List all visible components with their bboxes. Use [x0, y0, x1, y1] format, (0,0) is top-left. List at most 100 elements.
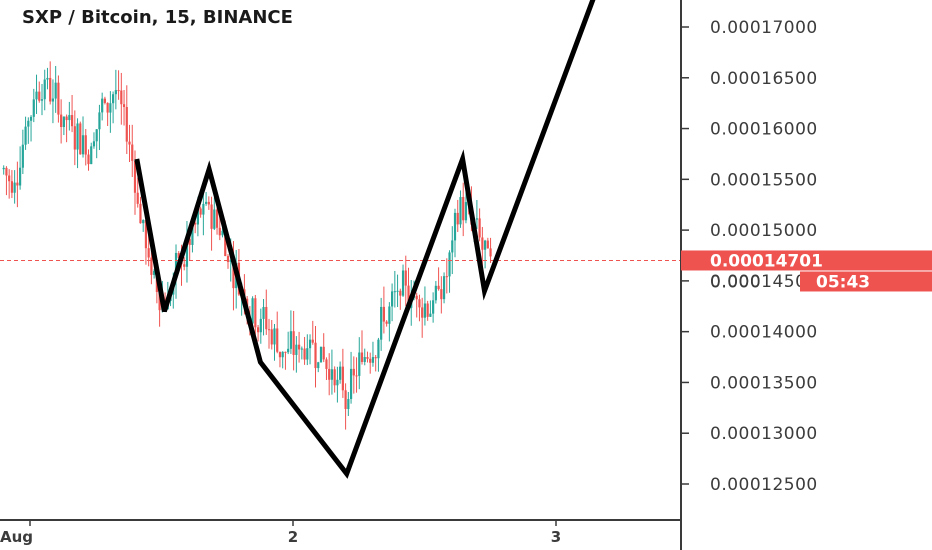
candle-body — [341, 366, 344, 391]
candle-body — [440, 289, 443, 300]
candle-body — [112, 94, 115, 104]
candle-body — [486, 240, 489, 249]
candle-body — [194, 222, 197, 225]
time-tick-label: 2 — [288, 528, 298, 546]
candle-body — [10, 181, 14, 193]
candle-body — [308, 339, 312, 349]
candle-body — [336, 379, 339, 386]
candle-body — [54, 82, 57, 99]
candle-body — [349, 368, 353, 400]
candle-body — [265, 306, 268, 330]
candle-body — [306, 348, 309, 360]
candle-body — [303, 348, 306, 360]
candle-body — [415, 295, 418, 300]
candle-body — [35, 91, 38, 100]
candle-body — [120, 90, 123, 105]
candle-body — [210, 204, 213, 229]
candle-body — [295, 344, 298, 355]
current-price-tag: 0.00014701 — [681, 250, 932, 271]
price-tick-label: 0.00013500 — [710, 373, 818, 393]
candle-body — [448, 252, 451, 277]
candle-body — [5, 167, 8, 176]
candle-body — [150, 257, 153, 275]
candle-body — [122, 104, 126, 108]
candle-body — [144, 220, 148, 249]
price-tick-label: 0.00016000 — [710, 120, 818, 140]
candle-body — [339, 366, 342, 380]
candle-body — [399, 290, 402, 296]
candle-body — [43, 79, 46, 100]
candle-body — [87, 154, 90, 165]
candle-body — [251, 298, 254, 324]
candle-body — [434, 285, 437, 301]
candle-body — [478, 218, 481, 238]
candle-body — [360, 352, 364, 362]
candle-body — [369, 358, 372, 363]
candle-body — [256, 327, 260, 333]
candle-body — [445, 276, 448, 278]
candle-body — [185, 238, 189, 267]
candle-body — [128, 141, 131, 145]
candle-body — [21, 144, 24, 168]
countdown-tag-bg — [800, 271, 932, 292]
partial-tick-label: 0.000 — [710, 272, 761, 292]
candle-body — [101, 98, 104, 113]
candle-body — [489, 248, 492, 257]
candle-body — [459, 196, 462, 225]
candle-body — [262, 306, 265, 319]
candle-body — [344, 390, 347, 409]
candle-body — [27, 120, 30, 127]
candles-layer — [2, 61, 492, 430]
candle-body — [16, 182, 19, 186]
candle-body — [380, 306, 383, 340]
candle-body — [374, 357, 377, 359]
candle-body — [254, 298, 257, 328]
candle-body — [133, 160, 137, 193]
candle-body — [371, 357, 375, 363]
candle-body — [147, 248, 150, 258]
price-tick-label: 0.00012500 — [710, 475, 818, 495]
candle-body — [328, 368, 331, 380]
candle-body — [60, 114, 63, 128]
candle-body — [109, 103, 112, 113]
candle-body — [40, 99, 44, 101]
candle-body — [79, 123, 82, 155]
candle-body — [325, 359, 328, 369]
candle-body — [481, 237, 484, 250]
candle-body — [177, 252, 180, 258]
current-price-label: 0.00014701 — [710, 251, 823, 271]
candle-body — [196, 208, 199, 225]
candle-body — [319, 346, 323, 363]
candle-body — [390, 291, 394, 307]
candle-body — [396, 290, 399, 292]
pattern-line[interactable] — [134, 0, 599, 479]
candle-body — [267, 329, 271, 331]
candle-body — [191, 222, 194, 245]
candle-body — [388, 306, 391, 324]
candle-body — [298, 344, 301, 350]
time-axis[interactable]: Aug 2 3 — [0, 520, 561, 546]
candle-body — [423, 303, 427, 318]
candle-body — [90, 146, 93, 165]
candle-body — [139, 203, 142, 224]
candle-body — [46, 77, 49, 80]
price-tick-label: 0.00017000 — [710, 18, 818, 38]
candle-body — [226, 256, 230, 263]
candle-body — [456, 212, 459, 225]
candle-body — [92, 141, 96, 147]
price-axis[interactable]: 0.00017000 0.00016500 0.00016000 0.00015500… — [681, 18, 818, 495]
candle-body — [158, 291, 161, 311]
candle-body — [224, 230, 227, 257]
candle-body — [174, 252, 178, 278]
candle-body — [314, 342, 317, 369]
candle-body — [385, 321, 388, 324]
candle-body — [84, 135, 87, 155]
candle-body — [289, 331, 292, 349]
candle-body — [98, 112, 101, 130]
candle-body — [259, 318, 262, 333]
candle-body — [273, 328, 276, 345]
price-tick-label: 0.00013000 — [710, 424, 818, 444]
candle-body — [333, 369, 336, 386]
candle-body — [404, 270, 407, 286]
